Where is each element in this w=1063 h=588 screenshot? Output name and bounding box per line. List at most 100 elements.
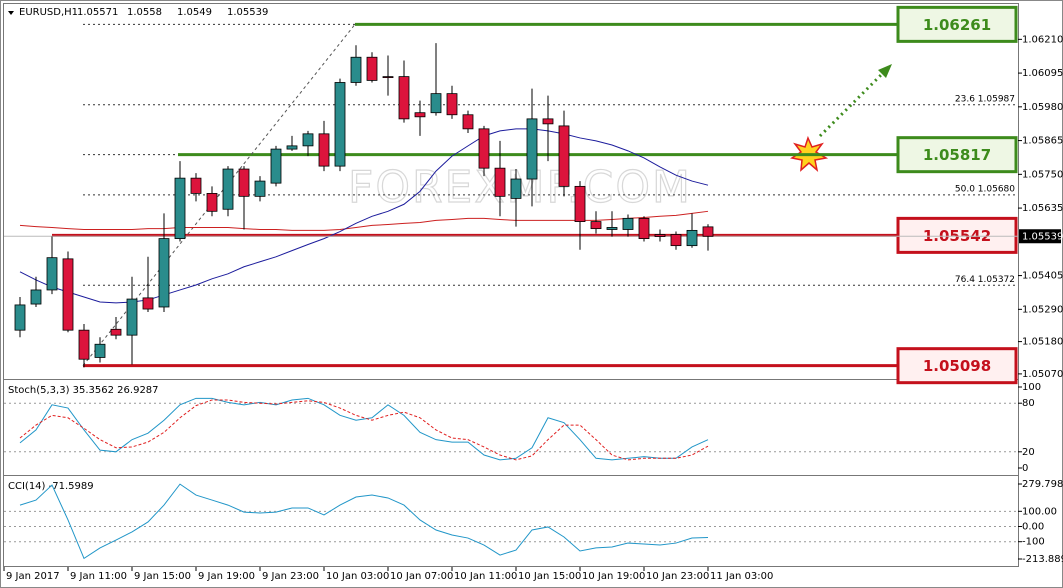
price-label: 1.05539 — [1022, 231, 1063, 242]
x-tick-label: 9 Jan 15:00 — [134, 571, 191, 582]
x-tick-label: 11 Jan 03:00 — [710, 571, 773, 582]
y-tick-label: 1.05405 — [1022, 271, 1063, 282]
indicator-line — [19, 483, 709, 560]
x-tick-label: 9 Jan 11:00 — [70, 571, 127, 582]
candle-body — [702, 226, 714, 237]
y-tick-label: 279.7987 — [1022, 479, 1063, 490]
candle-body — [430, 93, 442, 114]
y-tick-label: 1.05070 — [1022, 369, 1063, 380]
candle-body — [222, 168, 234, 210]
level-box-label: 1.05098 — [923, 357, 991, 375]
candle-body — [158, 238, 170, 308]
y-tick-label: 1.05290 — [1022, 304, 1063, 315]
y-tick-label: 1.06210 — [1022, 34, 1063, 45]
x-tick-label: 9 Jan 23:00 — [262, 571, 319, 582]
x-tick-label: 10 Jan 07:00 — [390, 571, 453, 582]
y-tick-label: 80 — [1022, 398, 1035, 409]
y-tick-label: 20 — [1022, 447, 1035, 458]
y-tick-label: 1.05750 — [1022, 169, 1063, 180]
candle-body — [494, 167, 506, 197]
candle-body — [606, 227, 618, 230]
candle-body — [670, 234, 682, 247]
level-box-label: 1.06261 — [923, 16, 991, 34]
candle-body — [478, 128, 490, 169]
plot-frame — [3, 3, 1019, 567]
candle-body — [510, 178, 522, 199]
x-tick-label: 10 Jan 03:00 — [326, 571, 389, 582]
candle-body — [654, 234, 666, 237]
candle-body — [558, 125, 570, 187]
candle-body — [302, 133, 314, 147]
candle-body — [334, 82, 346, 167]
y-tick-label: 1.05865 — [1022, 136, 1063, 147]
candle-body — [526, 118, 538, 180]
candle-body — [590, 221, 602, 230]
candle-body — [190, 177, 202, 194]
level-box — [896, 136, 1018, 174]
moving-average — [19, 210, 709, 231]
price-label-box — [1019, 229, 1061, 244]
y-tick-label: 1.05635 — [1022, 203, 1063, 214]
candle-body — [14, 304, 26, 331]
symbol-title: EURUSD,H1 — [19, 7, 78, 18]
y-tick-label: -100 — [1022, 537, 1045, 548]
y-tick-label: 1.05180 — [1022, 337, 1063, 348]
header-high: 1.0558 — [127, 7, 162, 18]
candle-body — [318, 133, 330, 167]
candle-body — [30, 289, 42, 305]
fib-label: 76.4 1.05372 — [955, 275, 1015, 285]
candle-body — [254, 180, 266, 197]
y-tick-label: 100 — [1022, 382, 1041, 393]
candle-body — [638, 217, 650, 240]
menu-triangle — [8, 11, 14, 15]
candle-body — [462, 114, 474, 130]
candle-body — [46, 257, 58, 291]
header-close: 1.05539 — [227, 7, 268, 18]
candle-body — [126, 298, 138, 336]
candle-body — [142, 297, 154, 310]
fib-label: 23.6 1.05987 — [955, 94, 1015, 104]
candle-body — [414, 112, 426, 118]
candle-body — [398, 76, 410, 120]
indicator-line — [19, 399, 709, 461]
level-box — [896, 347, 1018, 385]
y-tick-label: -213.8891 — [1022, 554, 1063, 565]
x-tick-label: 10 Jan 15:00 — [518, 571, 581, 582]
candle-body — [110, 328, 122, 336]
y-tick-label: 1.05980 — [1022, 102, 1063, 113]
y-tick-label: 0.00 — [1022, 522, 1044, 533]
y-tick-label: 1.06095 — [1022, 68, 1063, 79]
header-open: 1.05571 — [77, 7, 118, 18]
indicator-line — [19, 397, 709, 461]
candle-body — [622, 217, 634, 230]
candle-body — [238, 168, 250, 197]
x-tick-label: 9 Jan 2017 — [6, 571, 60, 582]
candle-body — [542, 118, 554, 125]
candle-body — [286, 145, 298, 150]
x-tick-label: 9 Jan 19:00 — [198, 571, 255, 582]
fib-label: 50.0 1.05680 — [955, 184, 1015, 194]
candle-body — [174, 177, 186, 240]
stoch-title: Stoch(5,3,3) 35.3562 26.9287 — [8, 385, 159, 396]
x-tick-label: 10 Jan 23:00 — [646, 571, 709, 582]
candle-body — [382, 76, 394, 79]
y-tick-label: 100.00 — [1022, 506, 1057, 517]
candle-body — [270, 148, 282, 184]
candle-body — [94, 343, 106, 358]
level-box — [896, 216, 1018, 254]
candle-body — [206, 193, 218, 212]
candle-body — [686, 229, 698, 247]
candle-body — [78, 329, 90, 360]
candle-body — [62, 258, 74, 331]
y-tick-label: 0 — [1022, 463, 1028, 474]
candle-body — [350, 56, 362, 83]
x-tick-label: 10 Jan 11:00 — [454, 571, 517, 582]
level-box — [896, 5, 1018, 43]
x-tick-label: 10 Jan 19:00 — [582, 571, 645, 582]
arrow-head — [878, 64, 892, 78]
candle-body — [574, 185, 586, 222]
candle-body — [446, 93, 458, 116]
candle-body — [366, 56, 378, 81]
header-low: 1.0549 — [177, 7, 212, 18]
